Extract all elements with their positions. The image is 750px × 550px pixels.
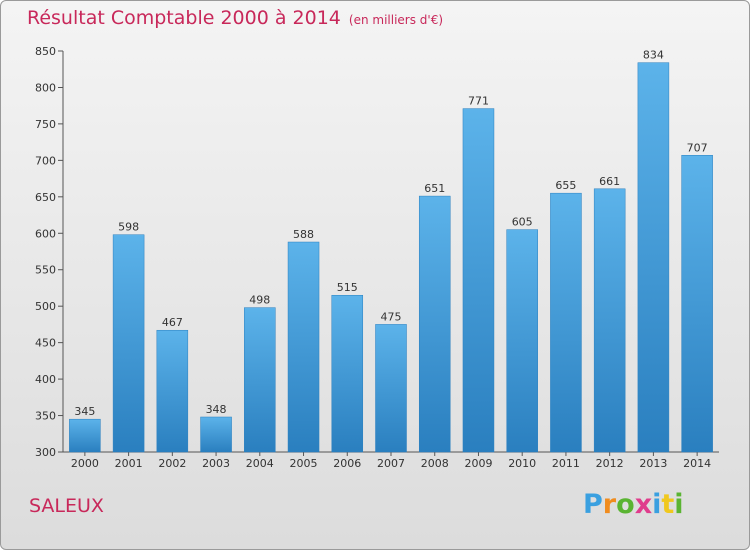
x-tick-label-2013: 2013 — [639, 457, 667, 470]
y-tick-label: 800 — [35, 81, 56, 94]
x-tick-label-2010: 2010 — [508, 457, 536, 470]
y-tick-label: 700 — [35, 154, 56, 167]
y-tick-label: 350 — [35, 410, 56, 423]
bar-2012[interactable] — [593, 188, 626, 453]
logo-letter: o — [616, 489, 635, 520]
x-tick-label-2007: 2007 — [377, 457, 405, 470]
logo-letter: i — [674, 489, 684, 520]
y-tick-label: 450 — [35, 337, 56, 350]
value-label-2006: 515 — [337, 281, 358, 294]
chart-title-text: Résultat Comptable 2000 à 2014 — [27, 7, 341, 29]
logo-letter: t — [661, 489, 675, 520]
proxiti-logo[interactable]: Proxiti — [583, 489, 684, 520]
x-tick-label-2004: 2004 — [246, 457, 274, 470]
y-tick-label: 550 — [35, 264, 56, 277]
y-tick-label: 300 — [35, 446, 56, 459]
x-tick-label-2014: 2014 — [683, 457, 711, 470]
bar-2005[interactable] — [287, 241, 320, 453]
logo-letter: P — [583, 489, 603, 520]
x-tick-label-2002: 2002 — [158, 457, 186, 470]
y-tick-label: 650 — [35, 191, 56, 204]
x-tick-label-2008: 2008 — [421, 457, 449, 470]
x-tick-label-2009: 2009 — [464, 457, 492, 470]
commune-name: SALEUX — [29, 495, 104, 517]
y-tick-label: 400 — [35, 373, 56, 386]
value-label-2002: 467 — [162, 316, 183, 329]
logo-letter: i — [652, 489, 662, 520]
value-label-2003: 348 — [206, 403, 227, 416]
logo-letter: x — [634, 489, 653, 520]
bar-2010[interactable] — [506, 229, 538, 453]
y-tick-label: 500 — [35, 300, 56, 313]
bar-2000[interactable] — [69, 418, 101, 453]
x-tick-label-2012: 2012 — [596, 457, 624, 470]
bar-2008[interactable] — [418, 195, 451, 453]
value-label-2010: 605 — [512, 216, 533, 229]
value-labels: 345 598 467 348 498 588 515 475 651 771 605 655 661 8… — [74, 49, 707, 419]
logo-letter: r — [602, 489, 617, 520]
chart-title: Résultat Comptable 2000 à 2014 (en millie… — [27, 7, 443, 29]
y-tick-label: 750 — [35, 118, 56, 131]
value-label-2004: 498 — [249, 294, 270, 307]
x-tick-label-2011: 2011 — [552, 457, 580, 470]
y-tick-label: 600 — [35, 227, 56, 240]
value-label-2009: 771 — [468, 95, 489, 108]
bar-2003[interactable] — [200, 416, 232, 453]
value-label-2014: 707 — [687, 141, 708, 154]
value-label-2001: 598 — [118, 221, 139, 234]
value-label-2008: 651 — [424, 182, 445, 195]
bar-2007[interactable] — [375, 324, 407, 453]
y-tick-label: 850 — [35, 45, 56, 58]
x-tick-label-2001: 2001 — [115, 457, 143, 470]
bars — [69, 62, 713, 453]
bar-2006[interactable] — [331, 294, 364, 453]
bar-2013[interactable] — [637, 62, 670, 453]
bar-2009[interactable] — [462, 108, 495, 453]
value-label-2007: 475 — [381, 310, 402, 323]
value-label-2000: 345 — [74, 405, 95, 418]
bar-2002[interactable] — [156, 329, 189, 453]
bar-2014[interactable] — [681, 155, 713, 453]
bar-2001[interactable] — [112, 234, 145, 453]
x-tick-label-2000: 2000 — [71, 457, 99, 470]
bar-2004[interactable] — [244, 307, 276, 453]
value-label-2005: 588 — [293, 228, 314, 241]
value-label-2011: 655 — [555, 179, 576, 192]
x-tick-label-2006: 2006 — [333, 457, 361, 470]
chart-subtitle: (en milliers d'€) — [348, 13, 444, 27]
x-tick-label-2005: 2005 — [290, 457, 318, 470]
value-label-2013: 834 — [643, 49, 664, 62]
bar-2011[interactable] — [550, 192, 582, 453]
x-tick-label-2003: 2003 — [202, 457, 230, 470]
value-label-2012: 661 — [599, 175, 620, 188]
